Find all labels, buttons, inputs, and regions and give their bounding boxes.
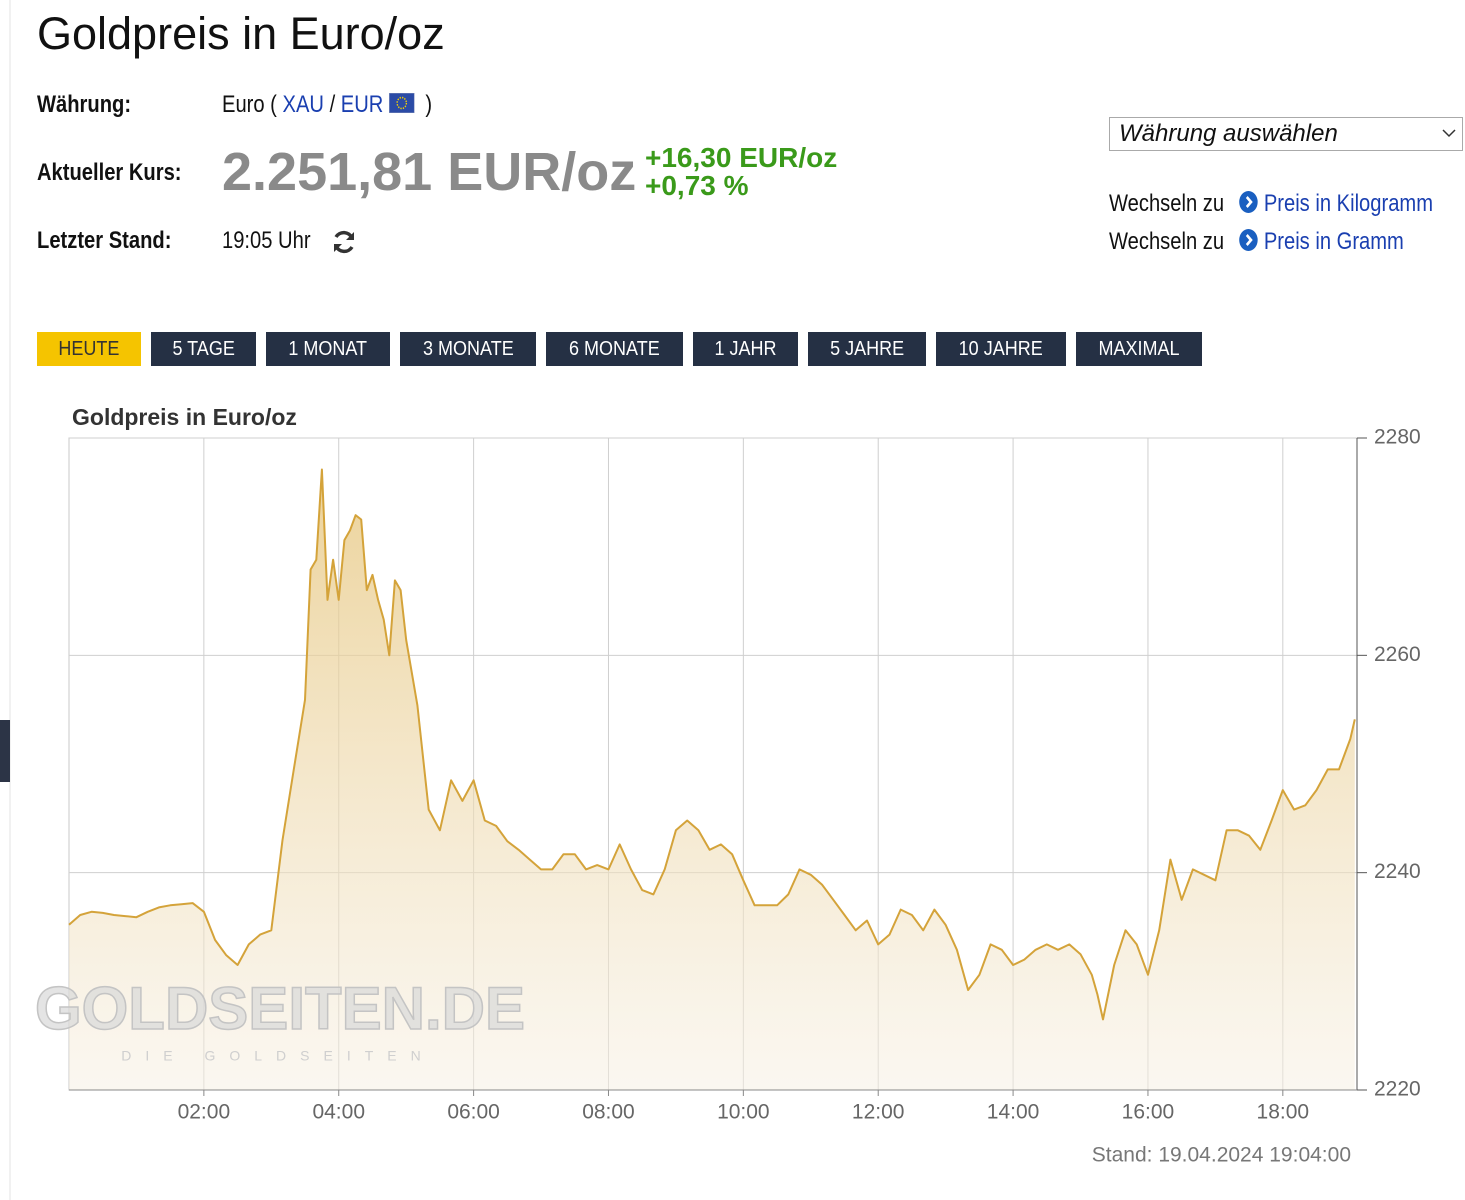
change-abs: +16,30 EUR/oz [645, 142, 838, 173]
x-tick-label: 02:00 [178, 1101, 231, 1124]
period-button[interactable]: 1 JAHR [693, 332, 798, 366]
y-tick-label: 2220 [1374, 1078, 1421, 1101]
period-button[interactable]: 6 MONATE [546, 332, 684, 366]
switch-row-inner: Wechseln zu Preis in Kilogramm [1109, 190, 1433, 218]
period-button[interactable]: 5 TAGE [150, 332, 257, 366]
period-label: 1 MONAT [288, 338, 368, 360]
label: Währung: [37, 91, 149, 119]
period-tabs: HEUTE 5 TAGE 1 MONAT 3 MONATE 6 MONATE 1 JAHR… [37, 332, 1202, 366]
label: Aktueller Kurs: [37, 159, 209, 187]
sidebar-tab [0, 720, 10, 782]
period-label: 5 JAHRE [830, 338, 905, 360]
period-button[interactable]: MAXIMAL [1075, 332, 1202, 366]
period-button[interactable]: HEUTE [37, 332, 141, 366]
area-fill [69, 469, 1355, 1090]
x-tick-label: 08:00 [582, 1101, 635, 1124]
xau-link[interactable]: XAU [282, 91, 324, 118]
x-tick-label: 10:00 [717, 1101, 770, 1124]
chart-title: Goldpreis in Euro/oz [72, 404, 297, 430]
eu-flag [388, 92, 415, 114]
period-label: 10 JAHRE [958, 338, 1043, 360]
period-button[interactable]: 10 JAHRE [936, 332, 1066, 366]
x-tick-label: 06:00 [447, 1101, 500, 1124]
switch-row-inner: Wechseln zu Preis in Gramm [1109, 228, 1404, 256]
x-tick-label: 04:00 [312, 1101, 365, 1124]
switch-link[interactable]: Preis in Kilogramm [1263, 190, 1433, 217]
switch-prefix: Wechseln zu [1109, 190, 1225, 217]
change: +16,30 EUR/oz +0,73 % [645, 144, 837, 200]
chevron-bg [1239, 191, 1258, 213]
change-pct: +0,73 % [645, 170, 749, 201]
select-text: Währung auswählen [1119, 120, 1338, 147]
page-title: Goldpreis in Euro/oz [37, 8, 445, 59]
period-label: MAXIMAL [1098, 338, 1180, 360]
y-tick-label: 2260 [1374, 643, 1421, 666]
x-tick-label: 18:00 [1257, 1101, 1310, 1124]
currency-prefix: Euro ( [222, 91, 277, 118]
x-tick-label: 14:00 [987, 1101, 1040, 1124]
period-button[interactable]: 3 MONATE [399, 332, 537, 366]
price-label: Aktueller Kurs: [37, 159, 182, 186]
switch-row: Wechseln zu Preis in Gramm [1109, 228, 1460, 256]
switch-link[interactable]: Preis in Gramm [1263, 228, 1404, 255]
chevron [1246, 195, 1254, 209]
period-label: HEUTE [58, 338, 120, 360]
switch-row: Wechseln zu Preis in Kilogramm [1109, 190, 1465, 218]
switch-prefix: Wechseln zu [1109, 228, 1225, 255]
chevron-icon [1239, 229, 1258, 251]
currency-value: Euro ( XAU / EUR ) [222, 91, 472, 119]
label: Letzter Stand: [37, 227, 197, 255]
time: 19:05 Uhr [222, 227, 311, 254]
refresh-icon[interactable] [331, 229, 357, 255]
separator: / [329, 91, 336, 118]
watermark-sub: DIE GOLDSEITEN [121, 1048, 434, 1064]
x-tick-label: 16:00 [1122, 1101, 1175, 1124]
period-label: 3 MONATE [422, 338, 514, 360]
chevron [1246, 233, 1254, 247]
y-tick-label: 2240 [1374, 860, 1421, 883]
chart-footnote: Stand: 19.04.2024 19:04:00 [1092, 1144, 1351, 1167]
currency-suffix: ) [425, 91, 433, 118]
chevron-icon [1239, 191, 1258, 213]
currency-label: Währung: [37, 91, 132, 118]
period-label: 6 MONATE [569, 338, 661, 360]
period-label: 1 JAHR [714, 338, 777, 360]
eur-link[interactable]: EUR [340, 91, 384, 118]
x-tick-label: 12:00 [852, 1101, 905, 1124]
time-value: 19:05 Uhr [222, 227, 327, 255]
watermark: GOLDSEITEN.DE [35, 975, 525, 1042]
chevron-bg [1239, 229, 1258, 251]
period-label: 5 TAGE [172, 338, 235, 360]
price: 2.251,81 EUR/oz [222, 142, 637, 202]
time-label: Letzter Stand: [37, 227, 172, 254]
currency-select[interactable]: Währung auswählen [1109, 117, 1463, 151]
y-tick-label: 2280 [1374, 426, 1421, 449]
period-button[interactable]: 1 MONAT [266, 332, 390, 366]
price-line [68, 468, 1356, 1021]
period-button[interactable]: 5 JAHRE [807, 332, 927, 366]
select-arrow [1442, 129, 1456, 138]
